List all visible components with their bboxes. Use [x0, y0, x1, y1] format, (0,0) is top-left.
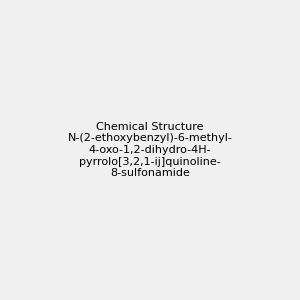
Text: Chemical Structure
N-(2-ethoxybenzyl)-6-methyl-
4-oxo-1,2-dihydro-4H-
pyrrolo[3,: Chemical Structure N-(2-ethoxybenzyl)-6-…	[68, 122, 232, 178]
